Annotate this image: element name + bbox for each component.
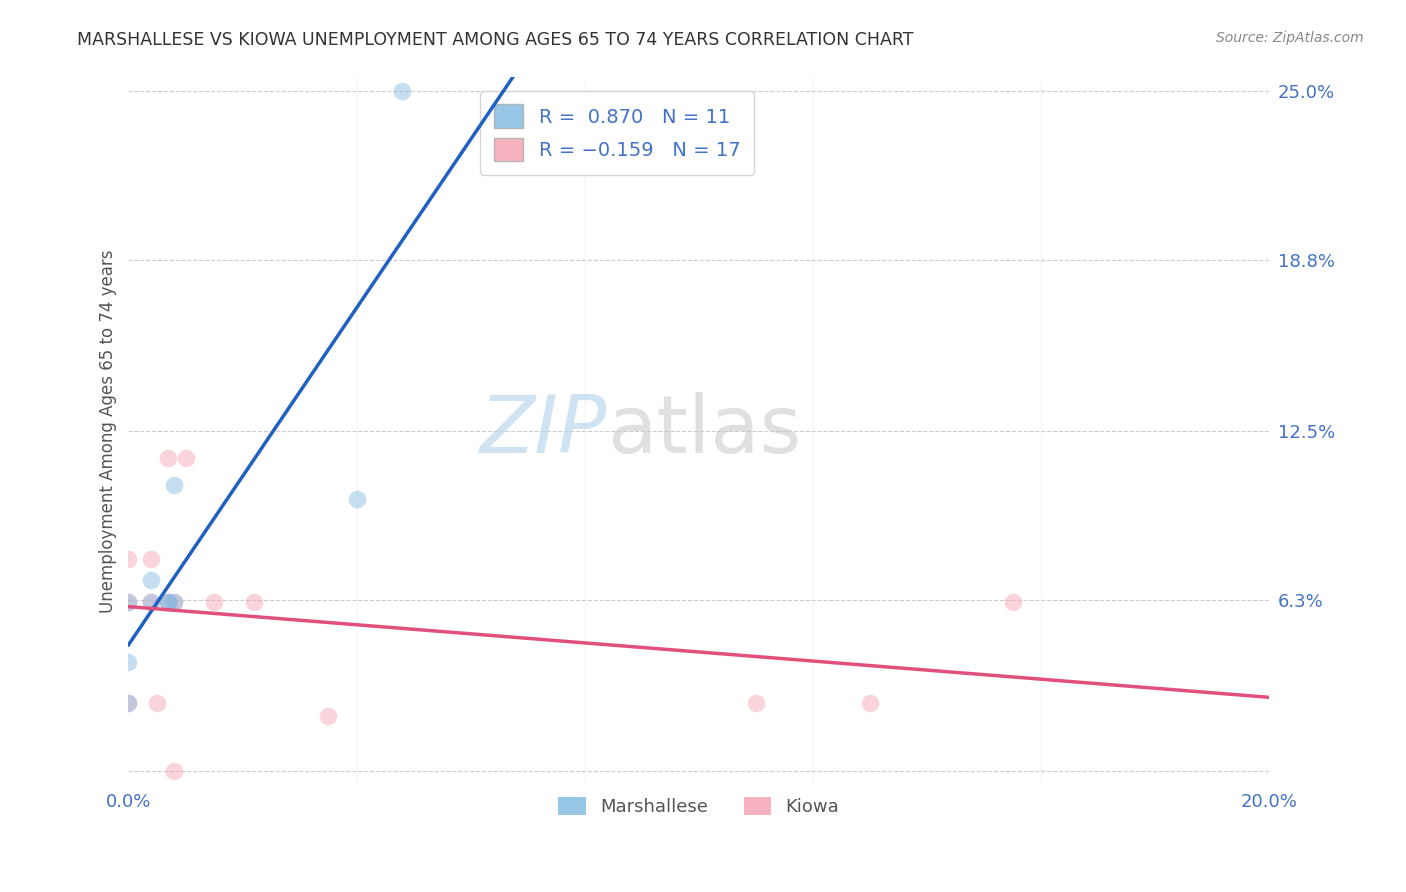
Point [163, 764, 186, 778]
Point [163, 595, 186, 609]
Point [1001, 595, 1024, 609]
Point [157, 451, 180, 466]
Text: MARSHALLESE VS KIOWA UNEMPLOYMENT AMONG AGES 65 TO 74 YEARS CORRELATION CHART: MARSHALLESE VS KIOWA UNEMPLOYMENT AMONG … [77, 31, 914, 49]
Point [163, 595, 186, 609]
Point [141, 551, 163, 566]
Point [141, 574, 163, 588]
Point [141, 595, 163, 609]
Y-axis label: Unemployment Among Ages 65 to 74 years: Unemployment Among Ages 65 to 74 years [100, 249, 117, 613]
Point [391, 84, 413, 98]
Point [146, 696, 169, 710]
Legend: Marshallese, Kiowa: Marshallese, Kiowa [550, 788, 848, 825]
Point [202, 595, 225, 609]
Point [141, 595, 163, 609]
Text: ZIP: ZIP [481, 392, 607, 470]
Point [117, 696, 139, 710]
Point [117, 595, 139, 609]
Point [157, 595, 180, 609]
Point [117, 551, 139, 566]
Point [316, 709, 339, 723]
Point [117, 696, 139, 710]
Point [243, 595, 266, 609]
Point [346, 491, 368, 506]
Point [117, 595, 139, 609]
Point [859, 696, 882, 710]
Point [163, 478, 186, 492]
Text: Source: ZipAtlas.com: Source: ZipAtlas.com [1216, 31, 1364, 45]
Point [174, 451, 197, 466]
Point [117, 655, 139, 669]
Point [157, 595, 180, 609]
Text: atlas: atlas [607, 392, 801, 470]
Point [157, 595, 180, 609]
Point [745, 696, 768, 710]
